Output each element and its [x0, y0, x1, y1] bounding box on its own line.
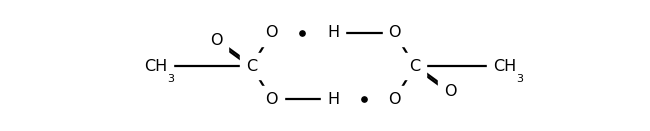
Text: H: H — [327, 25, 339, 40]
Text: 3: 3 — [516, 74, 523, 84]
Text: O: O — [210, 33, 222, 48]
Text: O: O — [388, 25, 401, 40]
Text: C: C — [409, 59, 421, 74]
Text: H: H — [327, 92, 339, 107]
Text: 3: 3 — [168, 74, 174, 84]
Text: O: O — [265, 92, 278, 107]
Text: CH: CH — [144, 59, 168, 74]
Text: CH: CH — [493, 59, 516, 74]
Text: O: O — [444, 84, 456, 99]
Text: C: C — [246, 59, 257, 74]
Text: O: O — [388, 92, 401, 107]
Text: O: O — [265, 25, 278, 40]
